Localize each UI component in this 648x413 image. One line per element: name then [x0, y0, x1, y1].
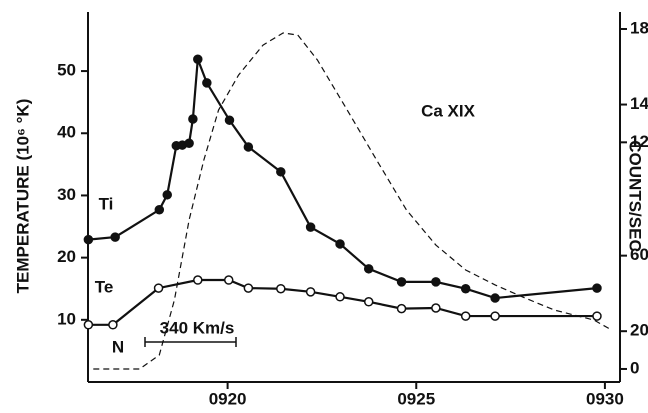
point: [193, 275, 203, 285]
annotation: 340 Km/s: [160, 318, 235, 337]
point: [188, 114, 198, 124]
point: [460, 311, 471, 321]
point: [243, 142, 254, 152]
y-tick-label: 40: [57, 123, 76, 142]
y-tick-label: 50: [57, 61, 76, 80]
x-tick-label: 0920: [209, 389, 247, 408]
y2-tick-label: 200: [630, 321, 648, 340]
point: [490, 293, 500, 303]
y2-tick-label: 1400: [630, 94, 648, 113]
y2-tick-label: 1200: [630, 132, 648, 151]
point: [108, 320, 118, 330]
point: [592, 311, 602, 321]
point: [153, 283, 164, 293]
annotation: N: [112, 337, 124, 356]
point: [162, 190, 172, 200]
y-tick-label: 10: [57, 309, 76, 328]
point: [110, 232, 120, 242]
point: [305, 287, 316, 297]
point: [335, 292, 345, 302]
point: [396, 277, 407, 287]
point: [431, 277, 441, 287]
point: [276, 283, 286, 294]
point: [193, 54, 203, 65]
y2-tick-label: 600: [630, 245, 648, 264]
point: [202, 78, 212, 88]
point: [276, 167, 286, 177]
y-axis-label: TEMPERATURE (10⁶ °K): [13, 99, 32, 294]
point: [335, 239, 345, 249]
point: [396, 303, 407, 314]
point: [592, 283, 602, 293]
point: [305, 222, 316, 232]
point: [154, 204, 165, 215]
point: [363, 297, 374, 307]
point: [460, 283, 471, 294]
point: [223, 275, 234, 285]
x-tick-label: 0930: [586, 389, 624, 408]
point: [490, 311, 500, 321]
y2-axis-label: COUNTS/SEC: [626, 140, 645, 251]
point: [363, 264, 374, 274]
point: [224, 115, 235, 125]
series-line: [88, 58, 598, 300]
y-tick-label: 20: [57, 247, 76, 266]
y-tick-label: 30: [57, 185, 76, 204]
series-label: Te: [95, 277, 114, 296]
y2-tick-label: 1800: [630, 18, 648, 37]
point: [243, 283, 254, 293]
point: [83, 234, 94, 245]
series-label: Ti: [99, 194, 114, 213]
series-label: Ca XIX: [421, 101, 476, 120]
scale-bar: [144, 337, 237, 347]
point: [431, 303, 441, 313]
point: [184, 138, 194, 148]
y2-tick-label: 0: [630, 358, 639, 377]
series-line: [93, 32, 612, 370]
x-tick-label: 0925: [397, 389, 435, 408]
point: [83, 320, 94, 330]
